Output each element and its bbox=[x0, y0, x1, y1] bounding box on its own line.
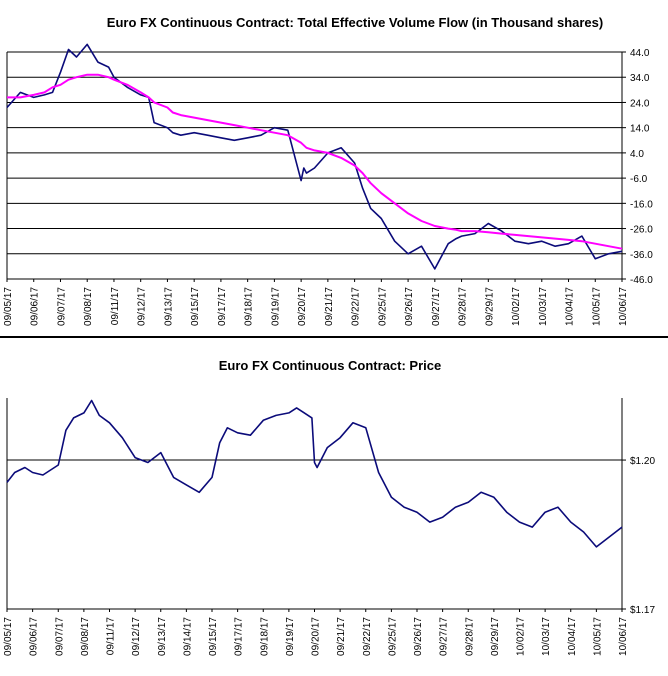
volume-ytick-label: -36.0 bbox=[630, 250, 653, 261]
price-xtick-label: 09/11/17 bbox=[106, 617, 117, 656]
volume-xtick-label: 09/22/17 bbox=[351, 287, 362, 326]
price-xtick-label: 09/20/17 bbox=[311, 617, 322, 656]
volume-xtick-label: 09/12/17 bbox=[137, 287, 148, 326]
volume-ytick-label: -46.0 bbox=[630, 275, 653, 286]
price-xtick-label: 09/29/17 bbox=[490, 617, 501, 656]
volume-xtick-label: 09/25/17 bbox=[377, 287, 388, 326]
price-xtick-label: 09/13/17 bbox=[157, 617, 168, 656]
price-xtick-label: 09/15/17 bbox=[208, 617, 219, 656]
volume-xtick-label: 10/05/17 bbox=[591, 287, 602, 326]
volume-xtick-label: 09/17/17 bbox=[217, 287, 228, 326]
volume-ytick-label: 34.0 bbox=[630, 73, 650, 84]
volume-ytick-label: 24.0 bbox=[630, 98, 650, 109]
volume-ytick-label: 44.0 bbox=[630, 48, 650, 59]
volume-xtick-label: 09/08/17 bbox=[83, 287, 94, 326]
volume-xtick-label: 09/18/17 bbox=[244, 287, 255, 326]
price-ytick-label: $1.17 bbox=[630, 605, 655, 616]
price-xtick-label: 10/02/17 bbox=[516, 617, 527, 656]
price-xtick-label: 10/03/17 bbox=[541, 617, 552, 656]
price-xtick-label: 09/06/17 bbox=[29, 617, 40, 656]
volume-xtick-label: 10/04/17 bbox=[565, 287, 576, 326]
chart-title-volume: Euro FX Continuous Contract: Total Effec… bbox=[107, 15, 603, 30]
price-xtick-label: 09/19/17 bbox=[285, 617, 296, 656]
volume-xtick-label: 10/02/17 bbox=[511, 287, 522, 326]
price-xtick-label: 09/26/17 bbox=[413, 617, 424, 656]
volume-xtick-label: 09/05/17 bbox=[3, 287, 14, 326]
volume-xtick-label: 09/27/17 bbox=[431, 287, 442, 326]
volume-series-line bbox=[6, 43, 623, 270]
price-xtick-label: 09/28/17 bbox=[464, 617, 475, 656]
volume-xtick-label: 09/26/17 bbox=[404, 287, 415, 326]
chart-title-price: Euro FX Continuous Contract: Price bbox=[219, 358, 441, 373]
volume-ytick-label: -6.0 bbox=[630, 174, 648, 185]
volume-xtick-label: 09/19/17 bbox=[270, 287, 281, 326]
price-xtick-label: 09/27/17 bbox=[439, 617, 450, 656]
price-xtick-label: 10/06/17 bbox=[618, 617, 629, 656]
price-xtick-label: 09/08/17 bbox=[80, 617, 91, 656]
volume-xtick-label: 10/03/17 bbox=[538, 287, 549, 326]
volume-ytick-label: 14.0 bbox=[630, 124, 650, 135]
price-xtick-label: 09/05/17 bbox=[3, 617, 14, 656]
price-xtick-label: 09/21/17 bbox=[336, 617, 347, 656]
price-series-line bbox=[6, 399, 623, 548]
price-xtick-label: 09/25/17 bbox=[387, 617, 398, 656]
price-xtick-label: 09/07/17 bbox=[54, 617, 65, 656]
volume-ytick-label: 4.0 bbox=[630, 149, 644, 160]
price-xtick-label: 10/04/17 bbox=[567, 617, 578, 656]
volume-xtick-label: 09/28/17 bbox=[458, 287, 469, 326]
price-xtick-label: 09/17/17 bbox=[234, 617, 245, 656]
price-plot-area: $1.20 $1.17 09/05/17 09/06/17 09/07/17 09/08/… bbox=[3, 398, 655, 656]
volume-xtick-label: 09/15/17 bbox=[190, 287, 201, 326]
volume-xtick-label: 09/13/17 bbox=[163, 287, 174, 326]
volume-xtick-label: 09/06/17 bbox=[30, 287, 41, 326]
price-xtick-label: 09/22/17 bbox=[362, 617, 373, 656]
price-xtick-label: 10/05/17 bbox=[592, 617, 603, 656]
volume-xtick-label: 09/07/17 bbox=[56, 287, 67, 326]
volume-ytick-label: -16.0 bbox=[630, 199, 653, 210]
price-xtick-label: 09/18/17 bbox=[259, 617, 270, 656]
volume-xtick-label: 09/29/17 bbox=[484, 287, 495, 326]
volume-moving-average-line bbox=[7, 73, 623, 250]
price-ytick-label: $1.20 bbox=[630, 456, 655, 467]
volume-plot-area: 44.0 34.0 24.0 14.0 4.0 -6.0 -16.0 -26.0 -36.0 -4… bbox=[3, 43, 653, 326]
volume-ytick-label: -26.0 bbox=[630, 225, 653, 236]
volume-xtick-label: 10/06/17 bbox=[618, 287, 629, 326]
volume-xtick-label: 09/20/17 bbox=[297, 287, 308, 326]
price-xtick-label: 09/12/17 bbox=[131, 617, 142, 656]
volume-xtick-label: 09/21/17 bbox=[324, 287, 335, 326]
price-xtick-label: 09/14/17 bbox=[182, 617, 193, 656]
volume-xtick-label: 09/11/17 bbox=[110, 287, 121, 326]
